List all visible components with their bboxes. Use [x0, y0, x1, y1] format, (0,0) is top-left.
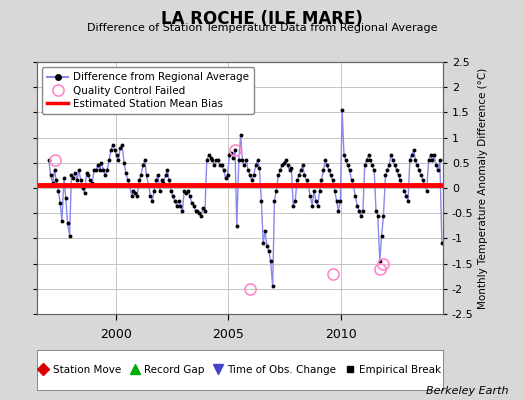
Text: LA ROCHE (ILE MARE): LA ROCHE (ILE MARE)	[161, 10, 363, 28]
Text: 2010: 2010	[325, 328, 357, 341]
Text: 2000: 2000	[100, 328, 132, 341]
Text: Difference of Station Temperature Data from Regional Average: Difference of Station Temperature Data f…	[87, 23, 437, 33]
Legend: Difference from Regional Average, Quality Control Failed, Estimated Station Mean: Difference from Regional Average, Qualit…	[42, 67, 254, 114]
Text: Berkeley Earth: Berkeley Earth	[426, 386, 508, 396]
Text: 2005: 2005	[213, 328, 244, 341]
Y-axis label: Monthly Temperature Anomaly Difference (°C): Monthly Temperature Anomaly Difference (…	[478, 67, 488, 309]
Legend: Station Move, Record Gap, Time of Obs. Change, Empirical Break: Station Move, Record Gap, Time of Obs. C…	[35, 362, 444, 378]
